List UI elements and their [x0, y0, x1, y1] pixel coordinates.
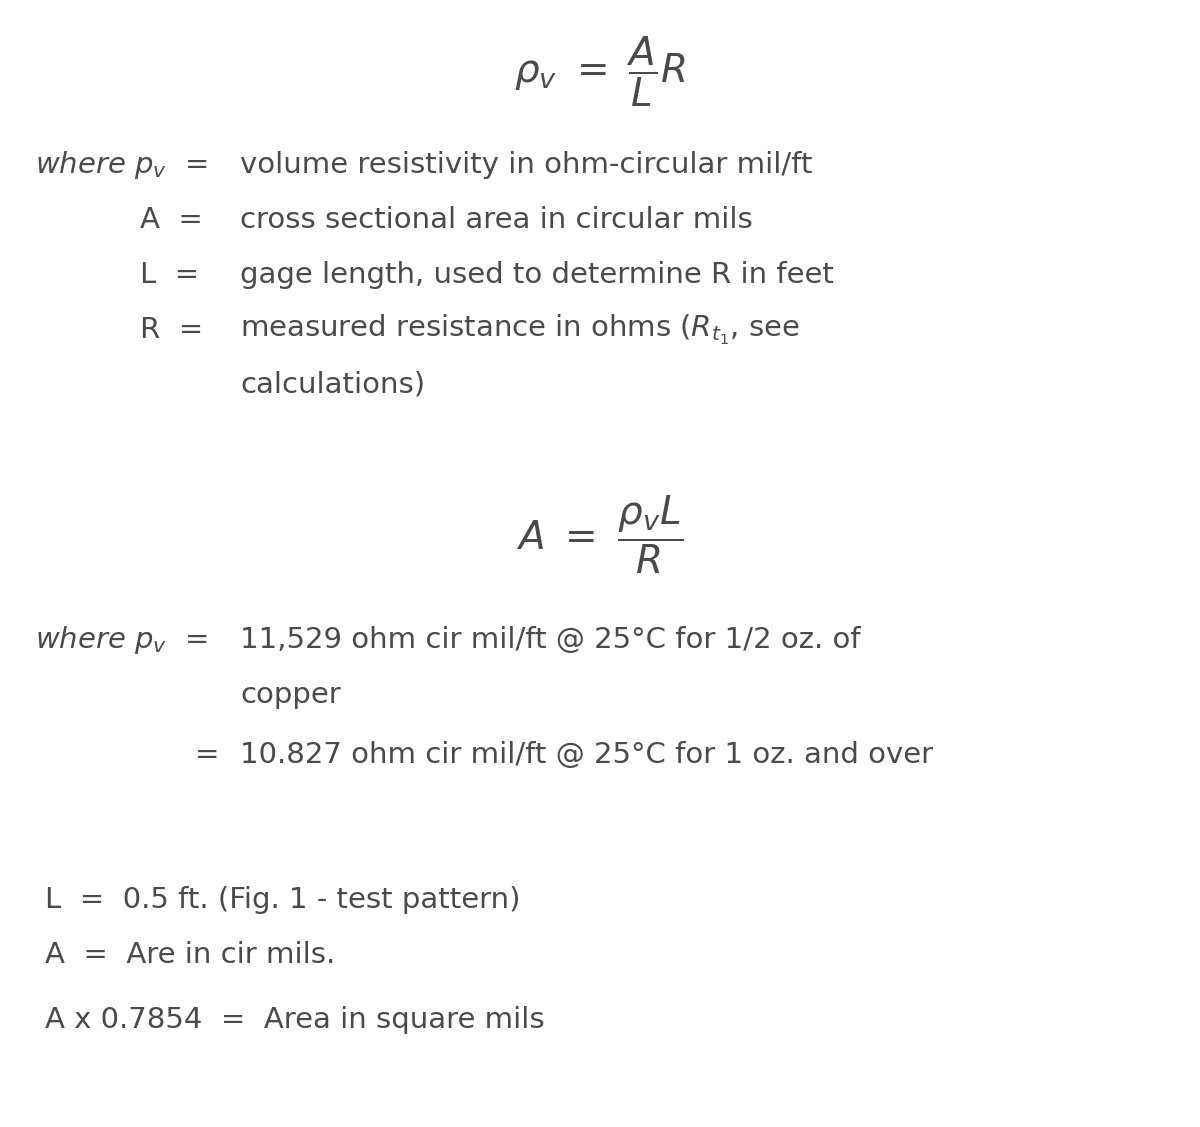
- Text: $A \ = \ \dfrac{\rho_v L}{R}$: $A \ = \ \dfrac{\rho_v L}{R}$: [516, 494, 684, 576]
- Text: =: =: [194, 740, 220, 769]
- Text: A  =: A =: [140, 206, 203, 234]
- Text: gage length, used to determine R in feet: gage length, used to determine R in feet: [240, 261, 834, 289]
- Text: calculations): calculations): [240, 371, 425, 399]
- Text: 11,529 ohm cir mil/ft @ 25°C for 1/2 oz. of: 11,529 ohm cir mil/ft @ 25°C for 1/2 oz.…: [240, 625, 860, 654]
- Text: 10.827 ohm cir mil/ft @ 25°C for 1 oz. and over: 10.827 ohm cir mil/ft @ 25°C for 1 oz. a…: [240, 740, 934, 769]
- Text: $\rho_v \ = \ \dfrac{A}{L} R$: $\rho_v \ = \ \dfrac{A}{L} R$: [515, 35, 685, 109]
- Text: A  =  Are in cir mils.: A = Are in cir mils.: [46, 941, 335, 969]
- Text: L  =  0.5 ft. (Fig. 1 - test pattern): L = 0.5 ft. (Fig. 1 - test pattern): [46, 886, 521, 914]
- Text: where $p_v$  =: where $p_v$ =: [35, 624, 208, 656]
- Text: copper: copper: [240, 681, 341, 709]
- Text: R  =: R =: [140, 316, 203, 344]
- Text: cross sectional area in circular mils: cross sectional area in circular mils: [240, 206, 752, 234]
- Text: where $p_v$  =: where $p_v$ =: [35, 149, 208, 181]
- Text: measured resistance in ohms ($R_{t_1}$, see: measured resistance in ohms ($R_{t_1}$, …: [240, 313, 799, 347]
- Text: L  =: L =: [140, 261, 199, 289]
- Text: A x 0.7854  =  Area in square mils: A x 0.7854 = Area in square mils: [46, 1006, 545, 1033]
- Text: volume resistivity in ohm-circular mil/ft: volume resistivity in ohm-circular mil/f…: [240, 151, 812, 179]
